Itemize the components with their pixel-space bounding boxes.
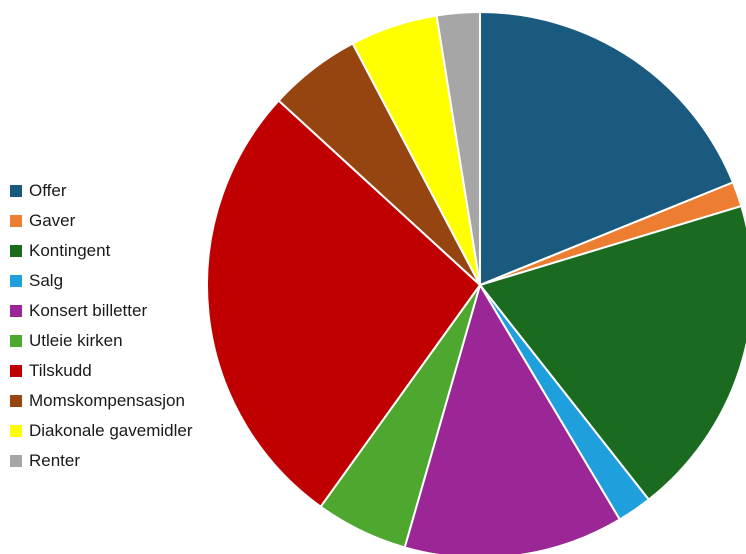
legend-swatch bbox=[10, 275, 22, 287]
legend-label: Momskompensasjon bbox=[29, 391, 185, 410]
legend-swatch bbox=[10, 455, 22, 467]
legend-item-renter: Renter bbox=[10, 446, 192, 476]
legend-item-tilskudd: Tilskudd bbox=[10, 356, 192, 386]
legend-swatch bbox=[10, 335, 22, 347]
legend-label: Kontingent bbox=[29, 241, 111, 260]
legend-item-offer: Offer bbox=[10, 176, 192, 206]
legend-item-diakonale-gavemidler: Diakonale gavemidler bbox=[10, 416, 192, 446]
pie-slice-tilskudd bbox=[206, 99, 481, 508]
pie-slice-renter bbox=[435, 11, 481, 286]
legend-label: Tilskudd bbox=[29, 361, 92, 380]
legend-swatch bbox=[10, 215, 22, 227]
pie-slice-kontingent bbox=[479, 205, 746, 501]
legend-item-gaver: Gaver bbox=[10, 206, 192, 236]
legend-swatch bbox=[10, 185, 22, 197]
legend-label: Offer bbox=[29, 181, 67, 200]
legend-item-momskompensasjon: Momskompensasjon bbox=[10, 386, 192, 416]
legend-swatch bbox=[10, 305, 22, 317]
legend-label: Gaver bbox=[29, 211, 76, 230]
legend-item-konsert-billetter: Konsert billetter bbox=[10, 296, 192, 326]
legend-label: Diakonale gavemidler bbox=[29, 421, 193, 440]
chart-legend: Offer Gaver Kontingent Salg Konsert billette… bbox=[10, 176, 192, 476]
pie-slice-konsert-billetter bbox=[403, 284, 621, 554]
legend-label: Salg bbox=[29, 271, 64, 290]
legend-swatch bbox=[10, 365, 22, 377]
legend-label: Utleie kirken bbox=[29, 331, 123, 350]
legend-label: Konsert billetter bbox=[29, 301, 148, 320]
pie-slice-offer bbox=[479, 11, 734, 286]
legend-swatch bbox=[10, 425, 22, 437]
legend-item-kontingent: Kontingent bbox=[10, 236, 192, 266]
legend-item-salg: Salg bbox=[10, 266, 192, 296]
legend-swatch bbox=[10, 245, 22, 257]
legend-label: Renter bbox=[29, 451, 81, 470]
legend-swatch bbox=[10, 395, 22, 407]
legend-item-utleie-kirken: Utleie kirken bbox=[10, 326, 192, 356]
